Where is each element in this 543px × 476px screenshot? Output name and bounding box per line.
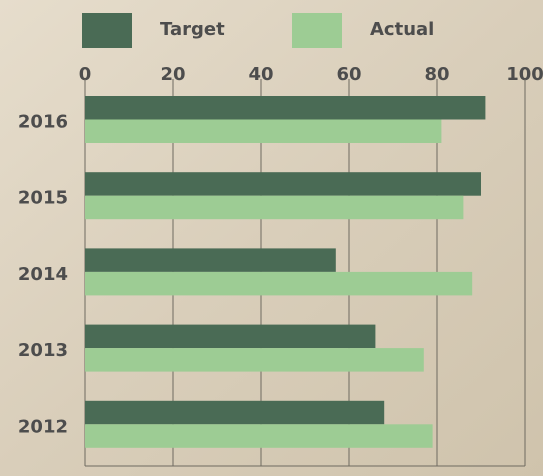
bar bbox=[85, 348, 424, 372]
bar bbox=[85, 272, 472, 296]
y-tick-label: 2016 bbox=[18, 112, 68, 133]
bar bbox=[85, 172, 481, 196]
legend-label: Actual bbox=[370, 19, 434, 40]
bar bbox=[85, 248, 336, 272]
y-tick-label: 2013 bbox=[18, 340, 68, 361]
legend-label: Target bbox=[160, 19, 225, 40]
bar bbox=[85, 325, 375, 349]
legend-swatch bbox=[82, 13, 132, 48]
y-tick-label: 2012 bbox=[18, 416, 68, 437]
bar bbox=[85, 120, 441, 144]
chart: TargetActual0204060801002016201520142013… bbox=[0, 0, 543, 476]
bar bbox=[85, 196, 463, 220]
bar bbox=[85, 424, 433, 448]
legend-swatch bbox=[292, 13, 342, 48]
y-tick-label: 2015 bbox=[18, 188, 68, 209]
y-tick-label: 2014 bbox=[18, 264, 68, 285]
bar bbox=[85, 401, 384, 425]
bar bbox=[85, 96, 485, 120]
